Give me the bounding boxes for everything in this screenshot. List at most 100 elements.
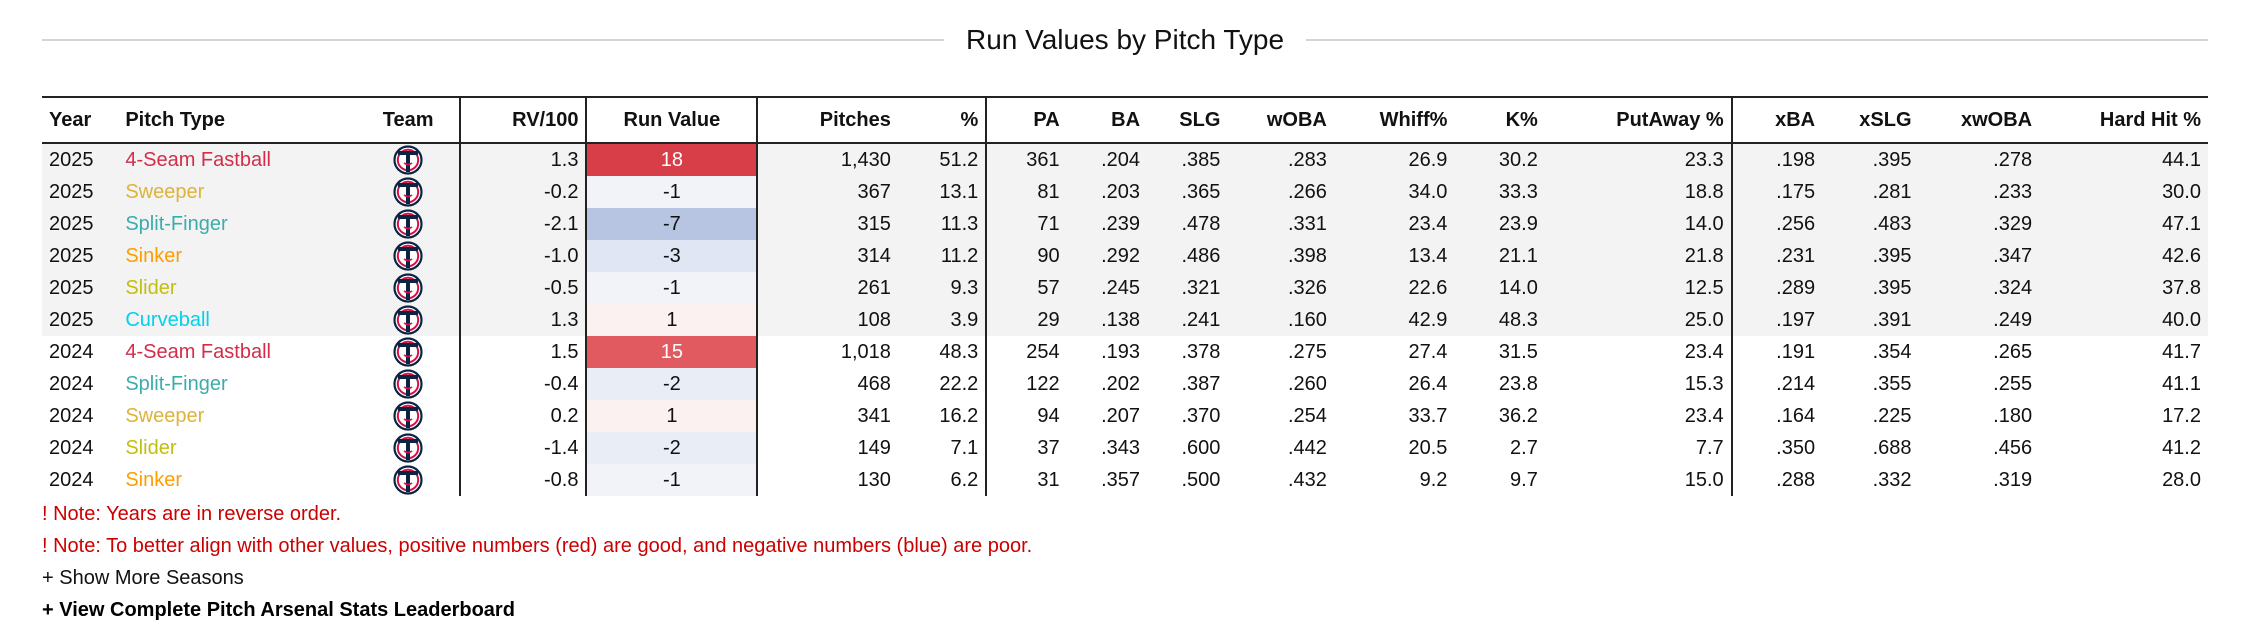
cell-pitches: 261 <box>756 272 898 304</box>
cell-hard-hit: 41.7 <box>2162 340 2201 363</box>
cell-slg: .370 <box>1181 404 1221 427</box>
cell-pa: 81 <box>985 176 1067 208</box>
col-header-run-value[interactable]: Run Value <box>585 96 758 144</box>
cell-xba: .214 <box>1730 368 1823 400</box>
col-header-pct[interactable]: % <box>897 96 987 144</box>
cell-pa: 57 <box>985 272 1067 304</box>
cell-pitch-type[interactable]: Sinker <box>118 240 358 272</box>
table-header: Year Pitch Type Team RV/100 Run Value Pi… <box>42 96 2208 144</box>
cell-year: 2025 <box>42 208 119 240</box>
cell-xba: .350 <box>1730 432 1823 464</box>
cell-pitches: 130 <box>756 464 898 496</box>
cell-slg: .486 <box>1147 240 1228 272</box>
cell-pct: 13.1 <box>897 176 987 208</box>
cell-rv100: -0.4 <box>458 368 587 400</box>
cell-pitch-type[interactable]: Curveball <box>118 304 358 336</box>
note-color-meaning: ! Note: To better align with other value… <box>42 535 1033 557</box>
cell-year: 2025 <box>42 272 119 304</box>
cell-pa: 90 <box>985 240 1067 272</box>
cell-pa: 94 <box>985 400 1067 432</box>
cell-pitch-type[interactable]: Slider <box>125 436 177 459</box>
cell-pa: 254 <box>985 336 1067 368</box>
twins-logo-icon <box>393 273 423 303</box>
cell-team <box>357 240 460 272</box>
cell-ba: .292 <box>1066 240 1148 272</box>
cell-k: 48.3 <box>1454 304 1545 336</box>
cell-year: 2025 <box>42 304 119 336</box>
cell-xslg: .483 <box>1822 208 1919 240</box>
cell-pitches: 149 <box>756 432 898 464</box>
cell-pitch-type[interactable]: Split-Finger <box>118 208 358 240</box>
col-header-xwoba[interactable]: xwOBA <box>1918 96 2040 144</box>
cell-xwoba: .255 <box>1993 372 2033 395</box>
cell-pct: 11.2 <box>897 240 987 272</box>
cell-xba: .198 <box>1730 143 1823 176</box>
cell-pitches: 1,430 <box>756 143 898 176</box>
cell-whiff: 26.9 <box>1333 143 1455 176</box>
cell-team <box>357 464 459 496</box>
col-header-woba[interactable]: wOBA <box>1227 96 1334 144</box>
table-body: 2025 4-Seam Fastball 1.3 18 1,430 51.2 361.204… <box>42 143 2208 496</box>
cell-pitch-type[interactable]: Sinker <box>125 468 183 491</box>
cell-slg: .600 <box>1181 436 1221 459</box>
table-row: 2024 Slider -1.4 -2 149 7.1 37 .343 .600 .442 20.5… <box>42 432 2208 464</box>
col-header-ba[interactable]: BA <box>1066 96 1148 144</box>
cell-pitch-type[interactable]: Split-Finger <box>125 372 228 395</box>
cell-pitch-type[interactable]: 4-Seam Fastball <box>118 143 358 176</box>
cell-xwoba: .324 <box>1918 272 2040 304</box>
cell-year: 2025 <box>42 176 119 208</box>
cell-run-value: -7 <box>585 208 758 240</box>
cell-pitch-type[interactable]: Sweeper <box>125 404 205 427</box>
view-leaderboard-link[interactable]: + View Complete Pitch Arsenal Stats Lead… <box>42 599 515 621</box>
cell-ba: .203 <box>1066 176 1148 208</box>
cell-hard-hit: 40.0 <box>2039 304 2208 336</box>
cell-xba: .175 <box>1730 176 1823 208</box>
show-more-seasons-link[interactable]: + Show More Seasons <box>42 567 244 589</box>
col-header-pitch-type[interactable]: Pitch Type <box>118 96 358 144</box>
cell-slg: .387 <box>1181 372 1221 395</box>
table-row: 2024 Sinker -0.8 -1 130 6.2 31 .357 .500 .432 9.2 9… <box>42 464 2208 496</box>
col-header-hard-hit[interactable]: Hard Hit % <box>2039 96 2208 144</box>
cell-k: 2.7 <box>1510 436 1538 459</box>
col-header-whiff[interactable]: Whiff% <box>1333 96 1455 144</box>
col-header-rv100[interactable]: RV/100 <box>458 96 587 144</box>
col-header-xslg[interactable]: xSLG <box>1822 96 1919 144</box>
cell-k: 23.8 <box>1498 372 1538 395</box>
twins-logo-icon <box>393 177 423 207</box>
cell-woba: .331 <box>1227 208 1334 240</box>
col-header-putaway[interactable]: PutAway % <box>1544 96 1732 144</box>
cell-xslg: .354 <box>1872 340 1912 363</box>
cell-pct: 7.1 <box>950 436 979 459</box>
cell-xba: .191 <box>1730 336 1823 368</box>
col-header-slg[interactable]: SLG <box>1147 96 1228 144</box>
cell-pitch-type[interactable]: Sweeper <box>118 176 358 208</box>
col-header-team[interactable]: Team <box>357 96 460 144</box>
cell-pa: 29 <box>985 304 1067 336</box>
twins-logo-icon <box>393 369 423 399</box>
cell-pitches: 341 <box>756 400 898 432</box>
cell-woba: .260 <box>1287 372 1327 395</box>
cell-run-value: -1 <box>585 176 758 208</box>
cell-hard-hit: 28.0 <box>2162 468 2201 491</box>
cell-ba: .193 <box>1101 340 1141 363</box>
twins-logo-icon <box>393 433 423 463</box>
cell-hard-hit: 17.2 <box>2162 404 2201 427</box>
cell-rv100: -0.5 <box>458 272 587 304</box>
cell-pitch-type[interactable]: 4-Seam Fastball <box>125 340 271 363</box>
cell-k: 21.1 <box>1454 240 1545 272</box>
cell-woba: .442 <box>1287 436 1327 459</box>
col-header-year[interactable]: Year <box>42 96 119 144</box>
cell-xba: .231 <box>1730 240 1823 272</box>
cell-xba: .288 <box>1730 464 1823 496</box>
col-header-xba[interactable]: xBA <box>1730 96 1823 144</box>
cell-woba: .254 <box>1287 404 1327 427</box>
cell-ba: .202 <box>1101 372 1141 395</box>
col-header-pa[interactable]: PA <box>985 96 1067 144</box>
cell-xwoba: .233 <box>1918 176 2040 208</box>
col-header-k[interactable]: K% <box>1454 96 1545 144</box>
cell-pitch-type[interactable]: Slider <box>118 272 358 304</box>
cell-run-value: -1 <box>585 464 758 496</box>
cell-xslg: .688 <box>1872 436 1912 459</box>
cell-year: 2025 <box>42 240 119 272</box>
col-header-pitches[interactable]: Pitches <box>756 96 898 144</box>
